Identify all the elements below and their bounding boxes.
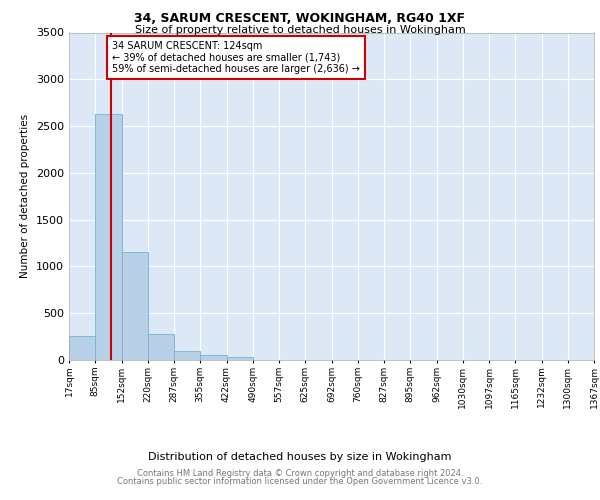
Text: 34 SARUM CRESCENT: 124sqm
← 39% of detached houses are smaller (1,743)
59% of se: 34 SARUM CRESCENT: 124sqm ← 39% of detac…	[112, 40, 359, 74]
Bar	[148, 334, 174, 360]
Text: Contains public sector information licensed under the Open Government Licence v3: Contains public sector information licen…	[118, 477, 482, 486]
Bar	[95, 114, 121, 360]
Text: 34, SARUM CRESCENT, WOKINGHAM, RG40 1XF: 34, SARUM CRESCENT, WOKINGHAM, RG40 1XF	[134, 12, 466, 26]
Bar	[174, 350, 200, 360]
Bar	[121, 252, 148, 360]
Bar	[69, 336, 95, 360]
Text: Contains HM Land Registry data © Crown copyright and database right 2024.: Contains HM Land Registry data © Crown c…	[137, 468, 463, 477]
Bar	[200, 355, 227, 360]
Y-axis label: Number of detached properties: Number of detached properties	[20, 114, 31, 278]
Text: Size of property relative to detached houses in Wokingham: Size of property relative to detached ho…	[134, 25, 466, 35]
Bar	[227, 357, 253, 360]
Text: Distribution of detached houses by size in Wokingham: Distribution of detached houses by size …	[148, 452, 452, 462]
